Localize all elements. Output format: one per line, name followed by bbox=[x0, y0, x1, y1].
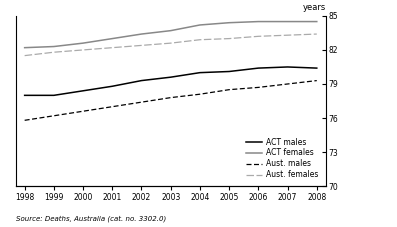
Aust. females bbox=[198, 38, 202, 41]
Aust. females bbox=[227, 37, 231, 40]
ACT males bbox=[227, 70, 231, 73]
ACT males bbox=[139, 79, 144, 82]
ACT females bbox=[52, 45, 56, 48]
Aust. males bbox=[22, 119, 27, 122]
Line: Aust. males: Aust. males bbox=[25, 81, 317, 120]
ACT males bbox=[168, 76, 173, 79]
Aust. males bbox=[198, 93, 202, 96]
ACT males bbox=[22, 94, 27, 97]
Aust. females bbox=[285, 34, 290, 37]
ACT females bbox=[110, 37, 115, 40]
ACT males bbox=[110, 85, 115, 88]
ACT females bbox=[139, 33, 144, 35]
Aust. females bbox=[139, 44, 144, 47]
Aust. females bbox=[256, 35, 261, 38]
Aust. males bbox=[285, 83, 290, 85]
ACT females bbox=[22, 46, 27, 49]
ACT males bbox=[256, 67, 261, 69]
Aust. females bbox=[168, 42, 173, 44]
Line: ACT females: ACT females bbox=[25, 22, 317, 48]
ACT males bbox=[285, 66, 290, 68]
ACT females bbox=[168, 29, 173, 32]
Aust. males bbox=[314, 79, 319, 82]
ACT females bbox=[285, 20, 290, 23]
Aust. males bbox=[81, 110, 85, 113]
ACT females bbox=[227, 21, 231, 24]
ACT females bbox=[81, 42, 85, 44]
ACT females bbox=[256, 20, 261, 23]
Aust. males bbox=[52, 114, 56, 117]
Aust. females bbox=[52, 51, 56, 54]
ACT males bbox=[198, 71, 202, 74]
Aust. females bbox=[314, 33, 319, 35]
Aust. females bbox=[110, 46, 115, 49]
ACT males bbox=[81, 89, 85, 92]
Line: ACT males: ACT males bbox=[25, 67, 317, 95]
Aust. males bbox=[227, 88, 231, 91]
Legend: ACT males, ACT females, Aust. males, Aust. females: ACT males, ACT females, Aust. males, Aus… bbox=[243, 134, 322, 182]
Aust. males bbox=[168, 96, 173, 99]
Aust. males bbox=[256, 86, 261, 89]
Aust. males bbox=[110, 105, 115, 108]
Aust. females bbox=[81, 49, 85, 51]
ACT females bbox=[198, 24, 202, 26]
Line: Aust. females: Aust. females bbox=[25, 34, 317, 56]
Aust. males bbox=[139, 101, 144, 104]
ACT males bbox=[314, 67, 319, 69]
Aust. females bbox=[22, 54, 27, 57]
ACT males bbox=[52, 94, 56, 97]
Text: years: years bbox=[302, 3, 326, 12]
ACT females bbox=[314, 20, 319, 23]
Text: Source: Deaths, Australia (cat. no. 3302.0): Source: Deaths, Australia (cat. no. 3302… bbox=[16, 216, 166, 222]
